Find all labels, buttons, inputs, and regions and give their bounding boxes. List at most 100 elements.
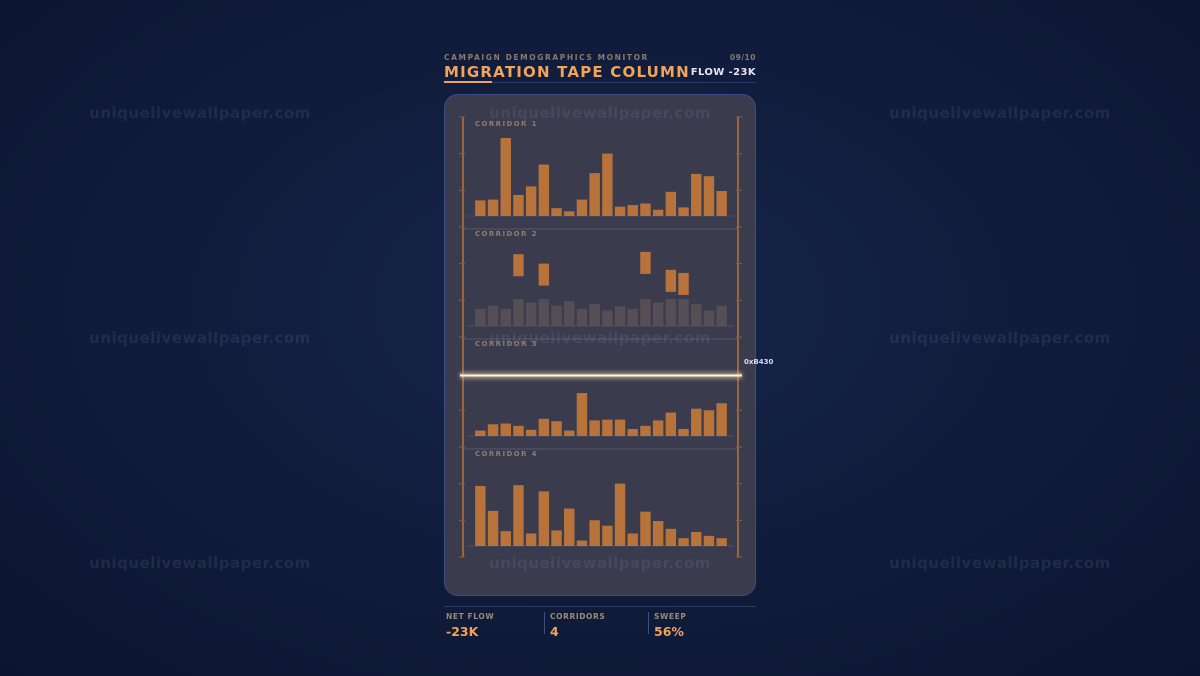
bar xyxy=(589,173,600,216)
stat-value: -23K xyxy=(446,624,479,639)
corridor-title: CORRIDOR 3 xyxy=(475,340,538,348)
page-title: MIGRATION TAPE COLUMN xyxy=(444,63,690,81)
bar xyxy=(475,485,486,546)
bar xyxy=(627,428,638,436)
stat-divider xyxy=(544,612,545,634)
bar xyxy=(652,302,664,326)
bar xyxy=(487,305,499,326)
bar xyxy=(691,304,702,326)
bar xyxy=(475,308,486,326)
bar xyxy=(500,531,511,546)
page-indicator: 09/10 xyxy=(729,53,756,62)
bar xyxy=(652,420,664,436)
bar xyxy=(691,173,702,216)
bar xyxy=(691,408,702,436)
bar xyxy=(716,538,727,546)
bar xyxy=(500,308,511,326)
bar xyxy=(551,305,562,326)
stat-label: NET FLOW xyxy=(446,612,495,621)
bar xyxy=(665,528,677,546)
bar xyxy=(500,423,511,436)
watermark-right-top: uniquelivewallpaper.com xyxy=(889,104,1111,122)
bar xyxy=(538,263,550,286)
bar xyxy=(652,209,664,216)
watermark-left-top: uniquelivewallpaper.com xyxy=(89,104,311,122)
stat-label: CORRIDORS xyxy=(550,612,606,621)
bar-faded xyxy=(678,299,689,326)
bar xyxy=(525,302,537,326)
bar xyxy=(551,208,562,216)
bar xyxy=(627,205,638,216)
bar xyxy=(513,425,524,436)
bar xyxy=(551,530,562,546)
bar xyxy=(703,535,715,546)
bar xyxy=(525,429,537,436)
bar xyxy=(678,538,689,546)
bar xyxy=(640,203,651,216)
bar xyxy=(614,483,626,546)
bar xyxy=(614,206,626,216)
tape-chart: CORRIDOR 1 CORRIDOR 2 CORRIDOR 3 CORRIDOR 4 xyxy=(459,116,742,558)
stats-bar: NET FLOW -23K CORRIDORS 4 SWEEP 56% xyxy=(444,606,756,641)
bar xyxy=(614,419,626,436)
stat-label: SWEEP xyxy=(654,612,687,621)
title-rule xyxy=(444,82,756,83)
bar xyxy=(678,207,689,216)
title-accent xyxy=(444,81,492,83)
bar xyxy=(716,305,727,326)
bar xyxy=(703,410,715,436)
bar xyxy=(614,306,626,326)
corridor-title: CORRIDOR 4 xyxy=(475,450,538,458)
corridor-title: CORRIDOR 1 xyxy=(475,120,538,128)
bar xyxy=(487,199,499,216)
watermark-right-bottom: uniquelivewallpaper.com xyxy=(889,554,1111,572)
bar xyxy=(513,485,524,546)
bar xyxy=(487,510,499,546)
bar xyxy=(602,525,613,546)
bar xyxy=(627,308,638,326)
scan-line-label: 0xB430 xyxy=(744,358,774,366)
bar-faded xyxy=(665,299,677,326)
stat-value: 4 xyxy=(550,624,559,639)
bar xyxy=(589,420,600,436)
watermark-left-bottom: uniquelivewallpaper.com xyxy=(89,554,311,572)
bar xyxy=(716,191,727,216)
bar xyxy=(576,540,588,546)
bar xyxy=(564,430,575,436)
stat-sweep: SWEEP 56% xyxy=(654,612,687,639)
bar xyxy=(551,421,562,436)
bar xyxy=(564,301,575,326)
bar xyxy=(576,199,588,216)
bar xyxy=(538,164,550,216)
bar xyxy=(665,191,677,216)
bar xyxy=(487,424,499,436)
bar xyxy=(640,425,651,436)
bar xyxy=(525,186,537,216)
bar xyxy=(602,153,613,216)
monitor-header: CAMPAIGN DEMOGRAPHICS MONITOR 09/10 MIGR… xyxy=(444,52,756,84)
bar xyxy=(475,200,486,216)
bar-faded xyxy=(640,299,651,326)
flow-readout: FLOW -23K xyxy=(690,67,756,78)
watermark-left-mid: uniquelivewallpaper.com xyxy=(89,329,311,347)
bar xyxy=(703,310,715,326)
bar xyxy=(716,403,727,436)
bar xyxy=(513,254,524,277)
bar xyxy=(538,418,550,436)
bar xyxy=(564,508,575,546)
bar-faded xyxy=(538,299,550,326)
bar xyxy=(525,533,537,546)
eyebrow-label: CAMPAIGN DEMOGRAPHICS MONITOR xyxy=(444,53,649,62)
stat-corridors: CORRIDORS 4 xyxy=(550,612,606,639)
bar xyxy=(564,211,575,216)
bar xyxy=(602,419,613,436)
tape-panel: CORRIDOR 1 CORRIDOR 2 CORRIDOR 3 CORRIDOR 4 xyxy=(444,94,756,596)
stat-divider xyxy=(648,612,649,634)
bar xyxy=(475,430,486,436)
stat-net-flow: NET FLOW -23K xyxy=(446,612,495,639)
bar xyxy=(703,176,715,216)
stat-value: 56% xyxy=(654,624,684,639)
bar xyxy=(576,393,588,436)
watermark-right-mid: uniquelivewallpaper.com xyxy=(889,329,1111,347)
bar xyxy=(640,251,651,274)
